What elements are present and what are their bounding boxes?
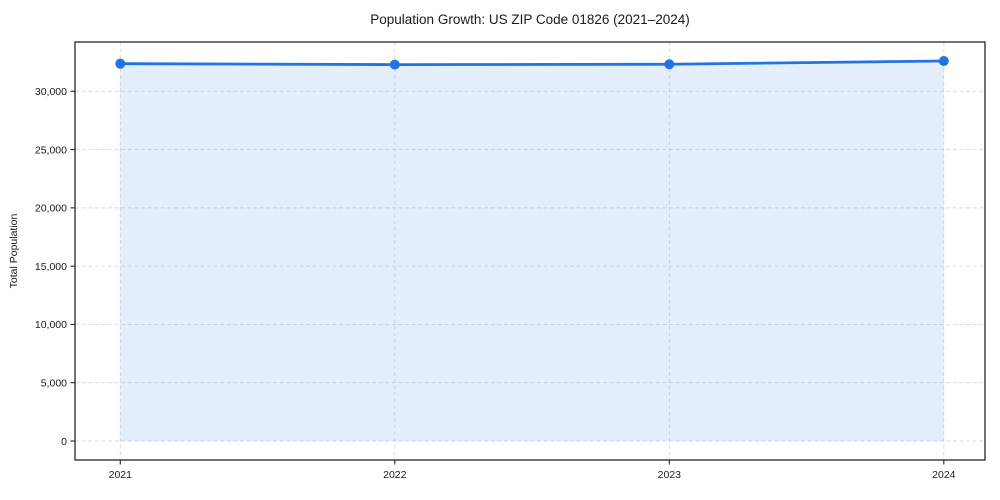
y-tick-label: 15,000 (35, 261, 67, 273)
axes: 0 5,000 10,000 15,000 20,000 25,000 30,000 2021… (35, 41, 986, 481)
y-tick-label: 5,000 (41, 378, 67, 390)
data-series (115, 56, 949, 441)
x-tick-label: 2024 (932, 469, 956, 481)
data-point-marker (389, 59, 400, 70)
y-tick-label: 20,000 (35, 203, 67, 215)
plot-border (74, 41, 986, 461)
x-tick-label: 2023 (658, 469, 682, 481)
x-tick-label: 2021 (109, 469, 133, 481)
area-fill (120, 61, 944, 441)
data-line (118, 59, 946, 67)
y-tick-label: 10,000 (35, 319, 67, 331)
data-point-marker (664, 59, 675, 70)
x-tick-label: 2022 (383, 469, 407, 481)
data-point-marker (938, 56, 949, 66)
data-point-marker (115, 58, 126, 69)
gridlines (75, 42, 985, 460)
y-tick-label: 25,000 (35, 144, 67, 156)
chart-title: Population Growth: US ZIP Code 01826 (20… (370, 12, 689, 27)
y-tick-label: 30,000 (35, 86, 67, 98)
y-tick-label: 0 (61, 436, 67, 448)
y-axis-label: Total Population (8, 213, 20, 288)
